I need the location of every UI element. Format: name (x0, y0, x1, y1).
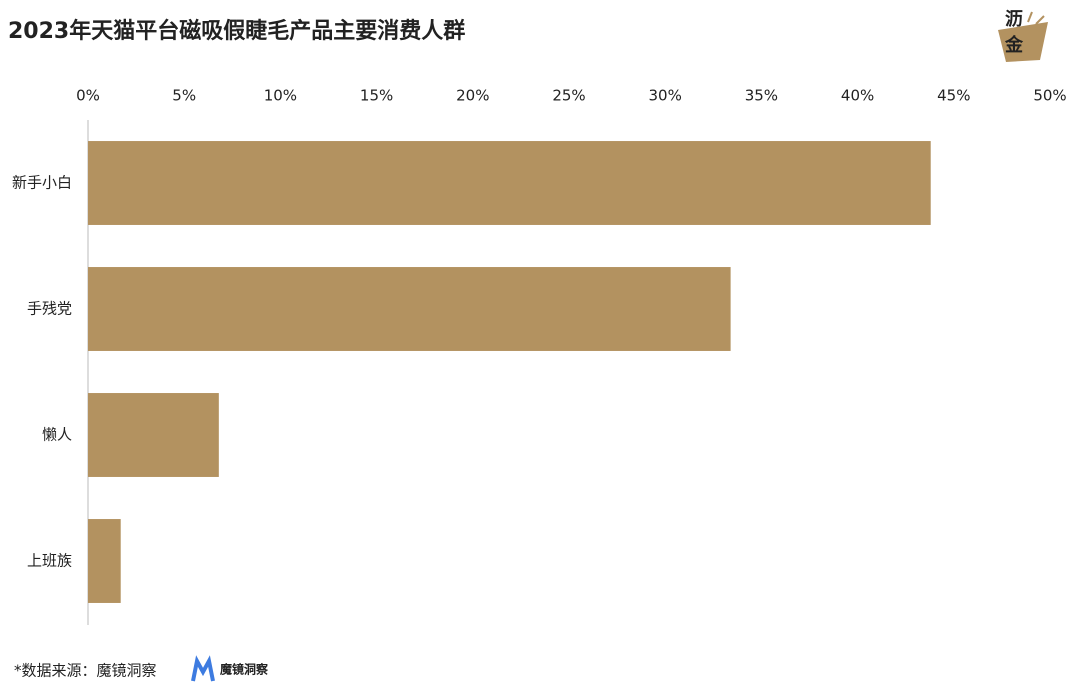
logo-ray (1035, 15, 1045, 25)
bar (88, 393, 219, 477)
x-tick-label: 25% (552, 87, 585, 105)
x-tick-label: 30% (649, 87, 682, 105)
x-tick-label: 50% (1033, 87, 1066, 105)
y-tick-label: 上班族 (27, 552, 72, 570)
x-tick-label: 5% (172, 87, 196, 105)
logo-text: 金 (1004, 34, 1024, 56)
x-tick-label: 35% (745, 87, 778, 105)
x-tick-label: 10% (264, 87, 297, 105)
x-tick-label: 15% (360, 87, 393, 105)
x-tick-label: 0% (76, 87, 100, 105)
chart-title: 2023年天猫平台磁吸假睫毛产品主要消费人群 (8, 18, 465, 44)
logo-text: 沥 (1005, 9, 1023, 30)
bar (88, 267, 731, 351)
x-tick-label: 40% (841, 87, 874, 105)
logo-icon (191, 655, 215, 682)
y-tick-label: 懒人 (42, 426, 72, 444)
x-tick-label: 20% (456, 87, 489, 105)
bar (88, 141, 931, 225)
logo-ray (1027, 11, 1033, 23)
bar (88, 519, 121, 603)
brand-logo: 沥 金 (998, 9, 1048, 62)
x-tick-label: 45% (937, 87, 970, 105)
y-tick-label: 手残党 (27, 300, 72, 318)
logo-shape (998, 22, 1048, 62)
source-note: *数据来源：魔镜洞察 (14, 662, 157, 680)
source-logo: 魔镜洞察 (191, 655, 269, 682)
y-tick-label: 新手小白 (12, 174, 72, 192)
logo-text: 魔镜洞察 (220, 662, 269, 677)
